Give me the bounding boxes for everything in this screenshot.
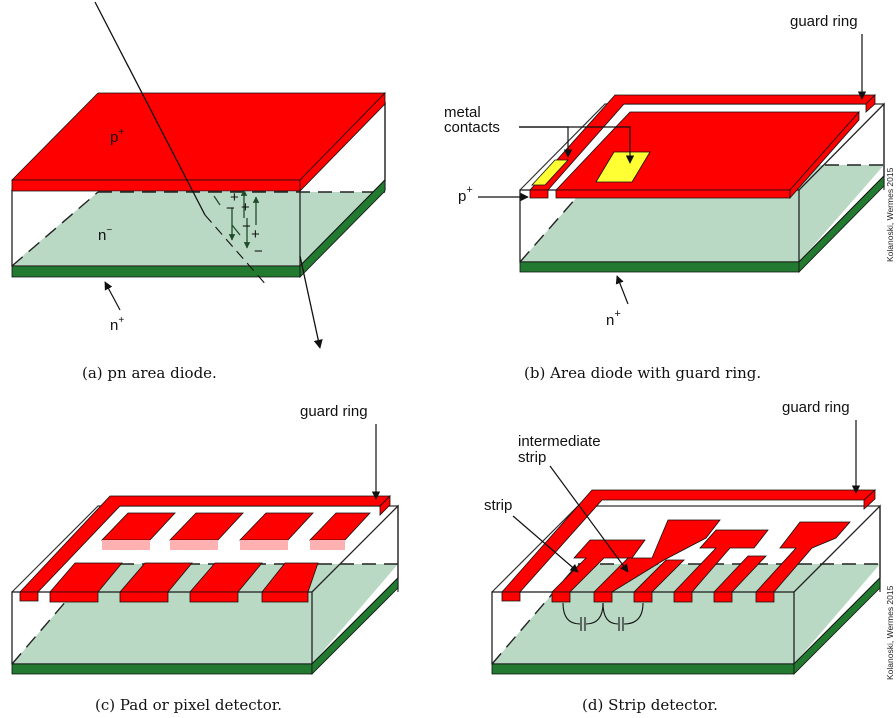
strip — [755, 521, 851, 593]
charge-minus: − — [226, 200, 235, 217]
charge-plus: + — [251, 226, 260, 243]
strips — [551, 519, 851, 603]
label-p-plus: p+ — [458, 184, 473, 205]
arrow-intermediate-strip — [549, 465, 629, 573]
panel-d: guard ring intermediate strip strip Kola… — [484, 399, 895, 714]
hidden-edge — [11, 191, 99, 267]
guard-ring — [501, 489, 877, 602]
label-metal: metal — [444, 104, 481, 121]
strip-front — [673, 591, 693, 603]
particle-track — [94, 1, 206, 216]
arrow-metal-ring — [519, 126, 573, 158]
guard-ring — [529, 94, 876, 199]
cap-wire — [602, 602, 619, 625]
n-plus-side — [793, 577, 881, 675]
charge-plus: + — [230, 189, 239, 206]
label-guard-ring: guard ring — [790, 13, 858, 30]
pixel-pad — [169, 512, 244, 541]
panel-b: guard ring metal contacts p+ n+ Kolanosk… — [444, 13, 895, 382]
caption-b: (b) Area diode with guard ring. — [524, 364, 761, 382]
strip-front — [551, 591, 571, 603]
label-guard-ring: guard ring — [300, 403, 368, 420]
caption-a: (a) pn area diode. — [82, 364, 217, 382]
strip — [551, 539, 646, 593]
pad-row-back — [101, 512, 371, 550]
track-segment — [231, 224, 241, 236]
label-guard-ring: guard ring — [782, 399, 850, 416]
p-plus-side — [299, 92, 386, 192]
pixel-pad-front — [261, 591, 309, 603]
label-n-minus: n− — [98, 225, 112, 244]
guard-ring-side — [379, 495, 391, 516]
cap-wire — [623, 602, 644, 625]
guard-ring-front — [19, 591, 39, 602]
n-bulk-region — [12, 192, 385, 265]
label-strip: strip — [484, 497, 512, 514]
track-segment — [213, 195, 221, 206]
n-plus-side — [311, 577, 399, 675]
strip-front — [633, 591, 653, 603]
pixel-pad — [309, 512, 371, 541]
cap-wire — [562, 602, 581, 625]
n-plus-front — [11, 265, 301, 278]
metal-contact-ring — [531, 159, 569, 186]
metal-contact-pad — [595, 151, 651, 183]
guard-ring-side — [865, 94, 876, 113]
label-contacts: contacts — [444, 119, 500, 136]
n-plus-side — [798, 175, 885, 273]
n-plus-front — [519, 261, 800, 273]
pad-row-front — [49, 562, 319, 603]
guard-ring — [19, 495, 391, 602]
n-bulk-region — [492, 564, 880, 664]
credit-text: Kolanoski, Wermes 2015 — [885, 585, 895, 680]
pixel-pad-front — [240, 540, 288, 550]
arrow-strip — [512, 515, 579, 573]
strip-front — [593, 591, 613, 603]
n-plus-front — [491, 663, 795, 675]
label-intermediate: intermediate — [518, 433, 601, 450]
pixel-pad-front — [310, 540, 345, 550]
p-plus-pad-front — [555, 189, 791, 199]
guard-ring-side — [863, 489, 876, 510]
arrow-n-plus — [104, 281, 121, 311]
charge-minus: − — [254, 243, 263, 260]
strip — [673, 529, 769, 593]
label-n-plus: n+ — [606, 308, 621, 329]
strip-front — [713, 591, 733, 603]
pixel-pad — [239, 512, 314, 541]
label-intermediate-strip: strip — [518, 449, 546, 466]
strip-front — [755, 591, 775, 603]
pixel-pad — [101, 512, 176, 541]
pixel-pad-front — [189, 591, 239, 603]
coupling-capacitors — [562, 602, 644, 631]
guard-ring-front — [529, 189, 549, 199]
caption-c: (c) Pad or pixel detector. — [95, 696, 282, 714]
n-plus-front — [11, 663, 313, 675]
charge-plus: + — [241, 199, 250, 216]
charge-minus: − — [242, 218, 251, 235]
pixel-pad-front — [49, 591, 99, 603]
arrow-n-plus — [615, 275, 629, 305]
strip — [593, 519, 721, 593]
panel-c: guard ring (c) Pad or pixel detector. — [11, 403, 399, 714]
label-n-plus: n+ — [110, 315, 124, 334]
particle-track-exit — [299, 255, 323, 349]
pixel-pad-front — [102, 540, 150, 550]
label-p-plus: p+ — [110, 127, 124, 146]
n-plus-side — [299, 179, 386, 278]
pixel-pad-front — [170, 540, 218, 550]
charge-drift — [213, 189, 260, 249]
p-plus-front — [11, 179, 301, 192]
guard-ring-front — [501, 591, 521, 602]
caption-d: (d) Strip detector. — [582, 696, 718, 714]
p-plus-top — [11, 92, 386, 181]
pixel-pad-front — [119, 591, 169, 603]
p-plus-pad-side — [789, 110, 860, 200]
credit-text: Kolanoski, Wermes 2015 — [885, 167, 895, 262]
panel-a: + + + − − − p+ n− n+ (a) pn area diode. — [11, 1, 386, 382]
